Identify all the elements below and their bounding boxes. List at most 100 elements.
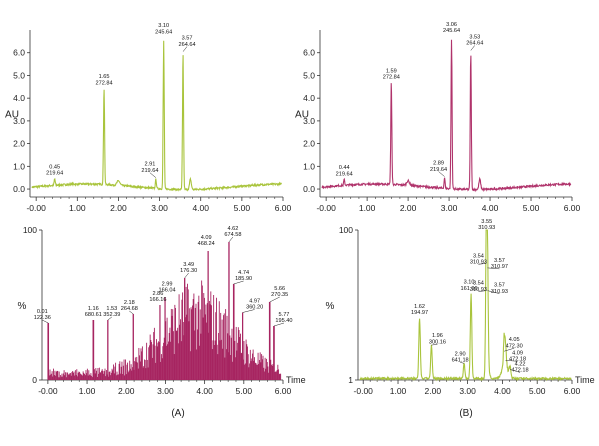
peak-label: 3.54 310.93 (470, 253, 487, 265)
peak-label-line: 2.89 (433, 161, 444, 167)
y-tick-label: 2.0 (303, 139, 315, 149)
peak-label-line: 3.10 (158, 23, 169, 29)
peak-label-line: 3.55 (481, 219, 492, 225)
y-tick-label: 3.0 (13, 116, 25, 126)
peak-label-line: 3.57 (494, 258, 505, 264)
x-tick-label: -0.00 (38, 386, 58, 396)
peak-label: 3.10 161.96 (461, 280, 478, 292)
peak-label-line: 3.57 (182, 36, 193, 42)
peak-label-line: 472.18 (509, 357, 526, 363)
peak-label-line: 1.96 (432, 333, 443, 339)
y-tick-label: 0.0 (303, 184, 315, 194)
x-tick-label: 2.00 (118, 386, 135, 396)
peak-label: 3.10 245.64 (155, 23, 172, 35)
caption-left: (A) (171, 408, 184, 419)
x-tick-label: 6.00 (564, 203, 581, 213)
y-axis-label: AU (295, 110, 309, 121)
peak-label-line: 1.53 (106, 306, 117, 312)
y-axis-label: AU (5, 110, 19, 121)
peak-label-line: 270.35 (271, 292, 288, 298)
x-tick-label: 3.00 (157, 386, 174, 396)
peak-label: 1.59 272.84 (383, 69, 400, 81)
peak-label: 3.53 264.64 (466, 34, 483, 46)
y-tick-label: 0.0 (13, 184, 25, 194)
peak-label-line: 264.64 (178, 42, 195, 48)
peak-label: 3.06 245.64 (443, 22, 460, 34)
peak-label-line: 272.84 (95, 80, 112, 86)
peak-label-line: 310.93 (470, 260, 487, 266)
peak-label: 5.66 270.35 (271, 286, 288, 298)
x-tick-label: 1.00 (69, 203, 86, 213)
x-tick-label: 6.00 (275, 386, 292, 396)
peak-label-line: 194.97 (411, 310, 428, 316)
trace-line (31, 40, 282, 192)
peak-label: 4.05 472.30 (506, 337, 523, 349)
label-leader (487, 267, 500, 270)
x-tick-label: 2.00 (400, 203, 417, 213)
peak-label-line: 5.66 (274, 286, 285, 292)
peak-label-line: 310.93 (478, 225, 495, 231)
peak-label-line: 3.57 (494, 283, 505, 289)
x-tick-label: 4.00 (494, 386, 511, 396)
peak-label-line: 674.58 (224, 232, 241, 238)
chart-panel-a-top: -0.00 1.00 2.00 3.00 4.00 5.00 6.00 0.0 1.0 2.0 3.… (5, 23, 291, 213)
peak-label-line: 4.97 (249, 299, 260, 305)
y-tick-label: 2.0 (13, 139, 25, 149)
peak-label-line: 4.05 (509, 337, 520, 343)
peak-label: 3.57 310.93 (491, 283, 508, 295)
peak-label: 1.53 352.39 (103, 306, 120, 318)
peak-label: 0.44 219.64 (336, 165, 353, 177)
peak-label: 3.49 176.30 (180, 262, 197, 274)
peak-label-line: 310.93 (470, 287, 487, 293)
y-tick-label: 1.0 (303, 161, 315, 171)
y-tick-label: 1 (348, 375, 353, 385)
peak-label-line: 1.65 (99, 74, 110, 80)
y-tick-label: 100 (339, 225, 353, 235)
peak-label-line: 4.62 (227, 226, 238, 232)
peak-label-line: 264.64 (466, 41, 483, 47)
x-tick-label: -0.00 (354, 386, 374, 396)
x-tick-label: 3.00 (459, 386, 476, 396)
peak-label: 5.77 195.40 (275, 312, 292, 324)
caption-right: (B) (459, 408, 472, 419)
x-tick-label: 2.00 (425, 386, 442, 396)
peak-label-line: 195.40 (275, 318, 292, 324)
peak-label: 4.09 472.18 (509, 350, 526, 362)
peak-label-line: 264.68 (121, 306, 138, 312)
y-tick-label: 4.0 (303, 93, 315, 103)
x-axis-label: Time (286, 375, 306, 385)
label-leader (504, 347, 515, 352)
chart-panel-b-top: -0.00 1.00 2.00 3.00 4.00 5.00 6.00 0.0 1.0 2.0 3.… (295, 22, 580, 213)
peak-label: 4.97 360.20 (246, 299, 263, 311)
label-leader (233, 280, 244, 285)
peak-label-line: 161.96 (461, 286, 478, 292)
x-tick-label: 2.00 (110, 203, 127, 213)
peak-label: 1.62 194.97 (411, 304, 428, 316)
y-tick-label: 3.0 (303, 116, 315, 126)
x-axis-label: Time (575, 375, 595, 385)
peak-label-line: 680.61 (85, 312, 102, 318)
peak-label-line: 122.36 (34, 315, 51, 321)
peak-label: 0.45 219.64 (46, 164, 63, 176)
peak-label-line: 176.30 (180, 268, 197, 274)
peak-label-line: 641.18 (452, 358, 469, 364)
peak-label: 3.54 310.93 (470, 281, 487, 293)
label-leader (269, 296, 280, 303)
peak-label: 1.16 680.61 (85, 306, 102, 318)
peak-label: 4.74 185.90 (235, 270, 252, 282)
peak-label-line: 2.99 (162, 282, 173, 288)
x-tick-label: 6.00 (275, 203, 292, 213)
peak-label-line: 2.86 (153, 291, 164, 297)
label-leader (273, 322, 285, 327)
peak-label-line: 0.44 (339, 165, 350, 171)
peak-label-line: 245.64 (443, 28, 460, 34)
label-leader (129, 310, 134, 315)
label-leader (478, 290, 487, 292)
x-tick-label: 5.00 (236, 386, 253, 396)
peak-label-line: 310.97 (491, 264, 508, 270)
peak-label-line: 4.22 (515, 361, 526, 367)
peak-label-line: 245.64 (155, 29, 172, 35)
peak-label-line: 3.49 (183, 262, 194, 268)
peak-label-line: 4.74 (238, 270, 249, 276)
